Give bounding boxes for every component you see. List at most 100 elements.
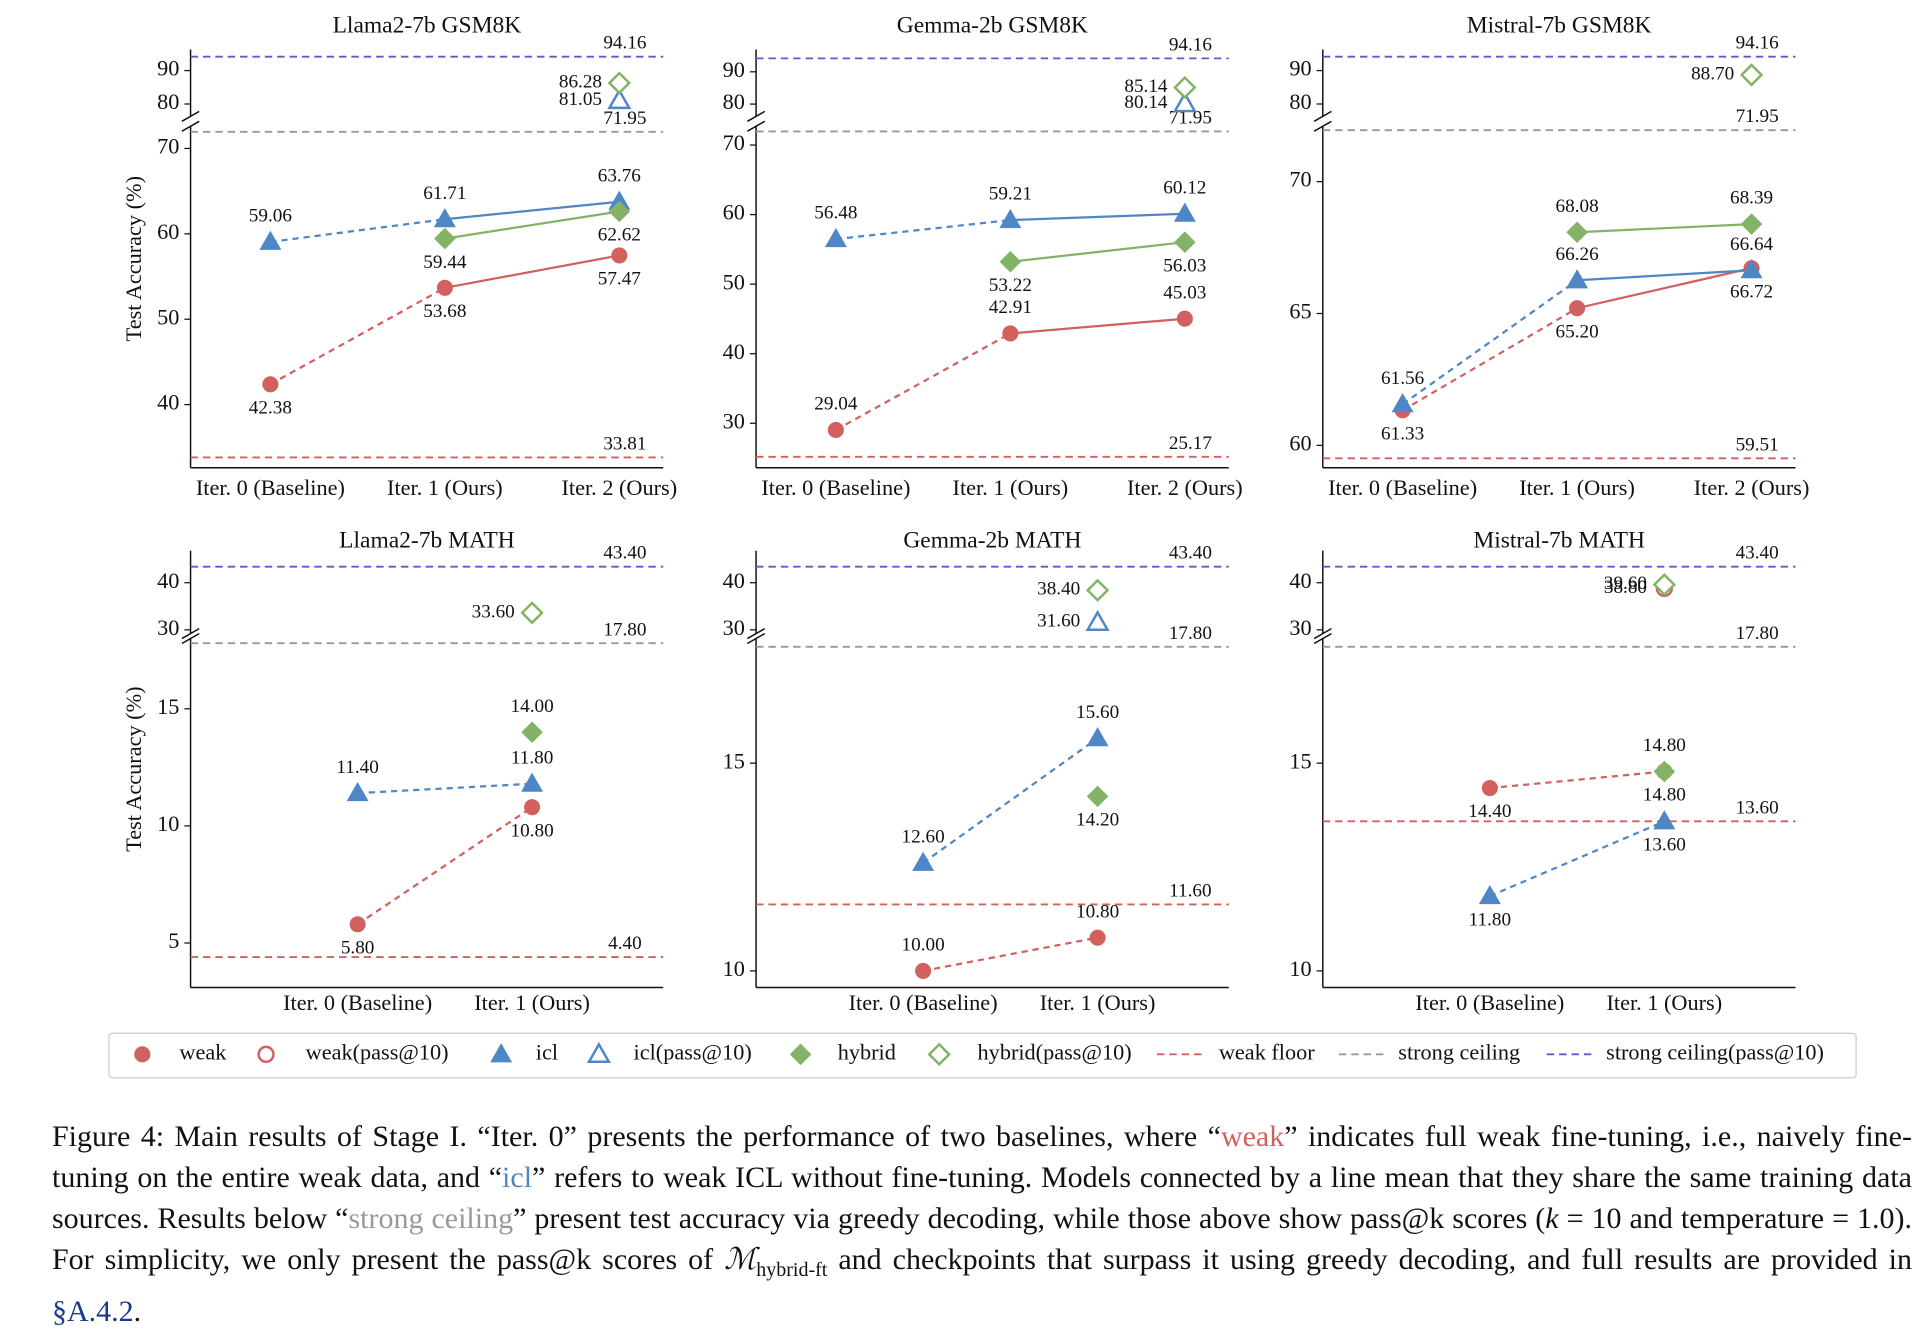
marker <box>608 200 631 223</box>
data-label: 66.26 <box>1556 244 1600 265</box>
reference-label: 17.80 <box>1736 623 1779 644</box>
marker <box>827 421 844 438</box>
x-tick-label: Iter. 1 (Ours) <box>474 990 590 1015</box>
data-label: 57.47 <box>598 269 642 290</box>
marker <box>349 916 366 933</box>
legend-label: icl(pass@10) <box>634 1039 752 1064</box>
y-tick-label: 40 <box>157 390 179 415</box>
y-tick-label: 40 <box>157 568 179 593</box>
data-label: 56.03 <box>1163 255 1206 276</box>
data-label: 65.20 <box>1556 321 1599 342</box>
marker <box>1740 259 1763 279</box>
y-tick-label: 60 <box>157 219 179 244</box>
data-label: 53.68 <box>423 301 466 322</box>
x-tick-label: Iter. 1 (Ours) <box>1607 990 1723 1015</box>
series-segment <box>1489 820 1665 898</box>
axis-break <box>181 632 200 645</box>
x-tick-label: Iter. 2 (Ours) <box>562 475 678 500</box>
data-label: 66.72 <box>1730 281 1773 302</box>
marker <box>607 71 631 95</box>
legend-label: hybrid(pass@10) <box>978 1039 1132 1064</box>
y-tick-label: 30 <box>157 615 179 640</box>
marker <box>520 601 544 625</box>
data-label: 31.60 <box>1037 611 1080 632</box>
x-tick-label: Iter. 1 (Ours) <box>1040 990 1156 1015</box>
legend-label: strong ceiling <box>1398 1039 1520 1064</box>
reference-label: 11.60 <box>1169 880 1211 901</box>
marker <box>1172 91 1197 113</box>
y-tick-label: 30 <box>723 615 745 640</box>
chart-title: Mistral-7b GSM8K <box>1467 13 1652 39</box>
marker <box>1176 310 1193 327</box>
data-label: 88.70 <box>1691 63 1734 84</box>
series-segment <box>835 332 1011 431</box>
y-axis-label: Test Accuracy (%) <box>121 176 146 341</box>
marker <box>1569 300 1586 317</box>
y-tick-label: 60 <box>1289 430 1311 455</box>
data-label: 29.04 <box>814 394 858 415</box>
data-label: 61.33 <box>1381 423 1424 444</box>
caption-run: icl <box>502 1161 533 1194</box>
marker <box>1173 75 1197 100</box>
axis-break <box>181 120 200 132</box>
legend-box <box>108 1032 1857 1079</box>
data-label: 80.14 <box>1124 92 1168 113</box>
chart-title: Llama2-7b MATH <box>339 527 515 553</box>
reference-label: 33.81 <box>603 433 646 454</box>
series-segment <box>1010 241 1185 263</box>
y-tick-label: 10 <box>723 956 745 981</box>
legend-label: strong ceiling(pass@10) <box>1606 1039 1824 1064</box>
caption-run: ” refers to weak ICL without fine-tuning… <box>52 1161 1912 1235</box>
reference-label: 59.51 <box>1736 434 1779 455</box>
marker <box>1391 393 1414 413</box>
reference-label: 71.95 <box>1169 108 1212 129</box>
y-axis-label: Test Accuracy (%) <box>121 686 146 851</box>
series-segment <box>357 782 533 795</box>
data-label: 42.38 <box>249 397 292 418</box>
caption-run: strong ceiling <box>348 1202 514 1235</box>
series-segment <box>1577 269 1752 282</box>
x-tick-label: Iter. 1 (Ours) <box>953 475 1069 500</box>
data-label: 10.80 <box>511 820 554 841</box>
data-label: 38.80 <box>1604 577 1647 598</box>
series-segment <box>922 936 1098 972</box>
y-tick-label: 10 <box>1289 956 1311 981</box>
marker <box>257 1045 275 1063</box>
y-tick-label: 15 <box>1289 748 1311 773</box>
legend-label: weak <box>179 1039 227 1064</box>
caption: Figure 4: Main results of Stage I. “Iter… <box>52 1116 1912 1332</box>
marker <box>433 208 456 228</box>
data-label: 11.80 <box>1469 909 1511 930</box>
marker <box>824 227 847 248</box>
chart-title: Mistral-7b MATH <box>1473 527 1645 553</box>
series-segment <box>444 254 620 289</box>
axis-break <box>181 110 200 122</box>
y-tick-label: 80 <box>1289 89 1311 114</box>
marker <box>1653 810 1676 830</box>
axis-break <box>1313 110 1332 122</box>
marker <box>259 230 282 250</box>
x-tick-label: Iter. 0 (Baseline) <box>849 990 998 1015</box>
marker <box>262 376 279 393</box>
y-tick-label: 40 <box>1289 568 1311 593</box>
marker <box>1739 63 1764 87</box>
chart-title: Gemma-2b MATH <box>903 527 1081 553</box>
legend-label: weak floor <box>1219 1039 1315 1064</box>
reference-label: 4.40 <box>608 933 642 954</box>
series-segment <box>922 737 1099 864</box>
x-tick-label: Iter. 0 (Baseline) <box>1415 990 1564 1015</box>
data-label: 15.60 <box>1076 702 1119 723</box>
series-segment <box>835 218 1011 241</box>
marker <box>134 1046 151 1063</box>
data-label: 38.40 <box>1037 579 1080 600</box>
marker <box>436 279 453 296</box>
marker <box>1002 325 1019 342</box>
data-label: 56.48 <box>814 203 857 224</box>
series-segment <box>1401 279 1578 406</box>
caption-run: Figure 4: Main results of Stage I. “Iter… <box>52 1120 1221 1153</box>
marker <box>912 851 935 871</box>
marker <box>1085 609 1110 631</box>
reference-label: 71.95 <box>603 108 646 129</box>
legend-label: weak(pass@10) <box>306 1039 449 1064</box>
data-label: 11.40 <box>336 757 378 778</box>
